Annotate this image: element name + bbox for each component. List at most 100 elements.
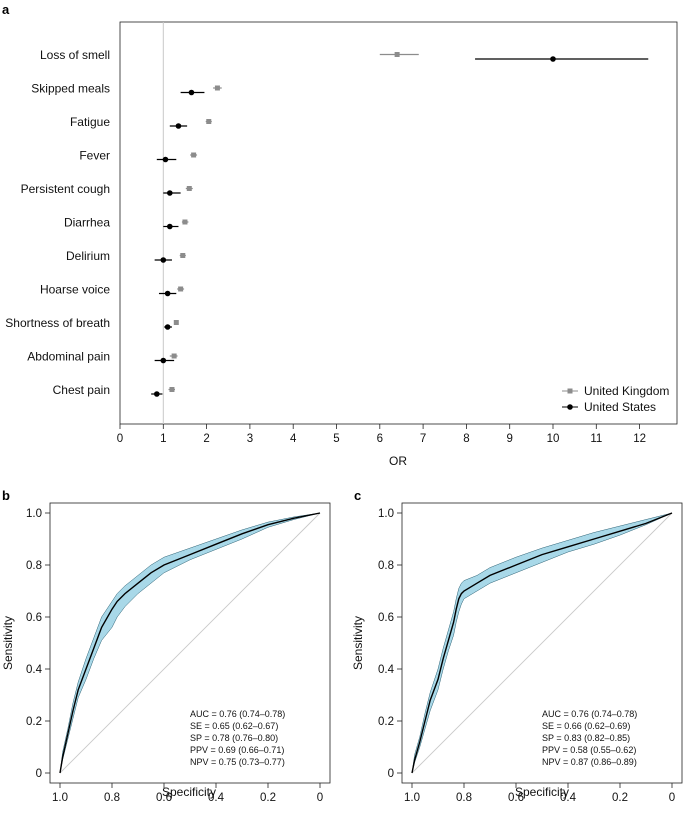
roc-x-tick-label: 0.8 [456, 792, 472, 804]
panel-a-label: a [2, 2, 10, 17]
uk-point [169, 387, 175, 392]
forest-x-tick-label: 12 [633, 433, 646, 445]
us-point [160, 357, 167, 364]
roc-panel-c: c 1.0 0.8 0.6 0.4 0.2 0 0 0.2 0.4 0.6 0.8 1.0 Speci… [351, 488, 683, 804]
forest-x-tick-label: 0 [117, 433, 123, 445]
forest-x-tick-label: 2 [203, 433, 209, 445]
legend-us-marker [567, 404, 573, 410]
roc-c-x-axis-label: Specificity [515, 785, 569, 799]
roc-b-y-axis-label: Sensitivity [1, 616, 15, 670]
roc-x-tick-label: 0 [317, 792, 323, 804]
forest-x-axis: 0 1 2 3 4 5 6 7 8 9 10 11 12 [117, 424, 646, 445]
forest-x-axis-label: OR [389, 454, 407, 468]
roc-y-tick-label: 1.0 [26, 508, 42, 520]
watermark-text: 搜狐号@曼因加 [562, 805, 660, 821]
roc-b-x-axis-label: Specificity [162, 785, 216, 799]
roc-y-tick-label: 0 [36, 768, 42, 780]
uk-point [171, 353, 177, 359]
forest-plot-panel: a 0 1 2 3 4 5 6 7 8 9 10 11 12 OR Loss of smellSkipp… [2, 2, 678, 468]
forest-x-tick-label: 10 [547, 433, 560, 445]
legend-uk-label: United Kingdom [584, 384, 669, 398]
roc-x-tick-label: 0.2 [612, 792, 628, 804]
roc-stat-line: NPV = 0.87 (0.86–0.89) [542, 757, 637, 767]
roc-x-tick-label: 0.4 [208, 792, 225, 804]
roc-stat-line: AUC = 0.76 (0.74–0.78) [542, 709, 637, 719]
roc-y-tick-label: 0.6 [26, 612, 42, 624]
forest-x-tick-label: 8 [463, 433, 469, 445]
legend: United Kingdom United States [562, 384, 669, 414]
symptom-label: Fatigue [70, 115, 110, 129]
roc-y-tick-label: 0.4 [26, 664, 43, 676]
uk-point [173, 320, 179, 325]
roc-y-tick-label: 1.0 [378, 508, 394, 520]
roc-panel-b: b 1.0 0.8 0.6 0.4 0.2 0 0 0.2 0.4 0.6 0.8 1.0 Speci… [1, 488, 331, 804]
uk-point [180, 253, 186, 258]
us-point [166, 223, 173, 230]
roc-y-tick-label: 0.8 [378, 560, 394, 572]
symptom-label: Delirium [66, 249, 110, 263]
forest-x-tick-label: 5 [333, 433, 339, 445]
roc-plot-b: 1.0 0.8 0.6 0.4 0.2 0 0 0.2 0.4 0.6 0.8 1.0 [26, 502, 331, 804]
us-point [164, 290, 171, 297]
roc-y-tick-label: 0.6 [378, 612, 394, 624]
symptom-label: Diarrhea [64, 216, 110, 230]
uk-point [182, 219, 188, 225]
forest-x-tick-label: 6 [377, 433, 383, 445]
roc-stat-line: SE = 0.65 (0.62–0.67) [190, 721, 278, 731]
roc-stat-line: NPV = 0.75 (0.73–0.77) [190, 757, 285, 767]
uk-point [178, 286, 184, 292]
symptom-label: Loss of smell [40, 48, 110, 62]
roc-stat-line: PPV = 0.58 (0.55–0.62) [542, 745, 636, 755]
symptom-labels: Loss of smell Skipped meals Fatigue Fever Pe… [5, 48, 110, 397]
symptom-label: Shortness of breath [5, 316, 110, 330]
us-point [550, 56, 556, 62]
roc-stat-line: PPV = 0.69 (0.66–0.71) [190, 745, 284, 755]
us-point [175, 123, 182, 129]
uk-point [186, 186, 192, 191]
roc-x-tick-label: 0.6 [508, 792, 524, 804]
panel-b-label: b [2, 488, 10, 503]
roc-y-tick-label: 0.4 [378, 664, 395, 676]
roc-c-y-axis-label: Sensitivity [351, 616, 365, 670]
forest-marks [151, 52, 649, 397]
us-point [164, 324, 171, 330]
roc-y-tick-label: 0.8 [26, 560, 42, 572]
forest-plot-frame [119, 21, 678, 425]
chance-diagonal [411, 512, 673, 774]
chance-diagonal [59, 512, 321, 774]
roc-x-tick-label: 1.0 [404, 792, 420, 804]
forest-x-tick-label: 3 [247, 433, 253, 445]
us-point [154, 391, 160, 397]
symptom-label: Hoarse voice [40, 283, 110, 297]
symptom-label: Chest pain [53, 383, 110, 397]
forest-x-tick-label: 9 [506, 433, 512, 445]
roc-y-tick-label: 0.2 [26, 716, 42, 728]
roc-y-tick-label: 0.2 [378, 716, 394, 728]
us-point [160, 257, 167, 263]
roc-stat-line: SP = 0.83 (0.82–0.85) [542, 733, 630, 743]
us-point [166, 190, 173, 196]
roc-stat-line: SP = 0.78 (0.76–0.80) [190, 733, 278, 743]
forest-x-tick-label: 11 [590, 433, 602, 445]
roc-stat-line: AUC = 0.76 (0.74–0.78) [190, 709, 285, 719]
roc-x-tick-label: 0.4 [560, 792, 577, 804]
roc-x-tick-label: 1.0 [52, 792, 68, 804]
us-point [188, 89, 195, 96]
symptom-label: Fever [79, 149, 110, 163]
legend-us-label: United States [584, 400, 656, 414]
roc-x-tick-label: 0.8 [104, 792, 120, 804]
roc-x-tick-label: 0.2 [260, 792, 276, 804]
roc-b-stats: AUC = 0.76 (0.74–0.78) SE = 0.65 (0.62–0.… [190, 709, 285, 767]
roc-plot-c: 1.0 0.8 0.6 0.4 0.2 0 0 0.2 0.4 0.6 0.8 1.0 [378, 502, 683, 804]
uk-point [191, 152, 197, 158]
forest-x-tick-label: 7 [420, 433, 426, 445]
roc-y-tick-label: 0 [388, 768, 394, 780]
roc-curve-line [59, 512, 321, 774]
uk-point [206, 119, 212, 124]
uk-point [214, 85, 220, 91]
panel-c-label: c [354, 488, 361, 503]
uk-point [394, 52, 400, 57]
roc-x-tick-label: 0 [669, 792, 675, 804]
symptom-label: Skipped meals [31, 82, 110, 96]
